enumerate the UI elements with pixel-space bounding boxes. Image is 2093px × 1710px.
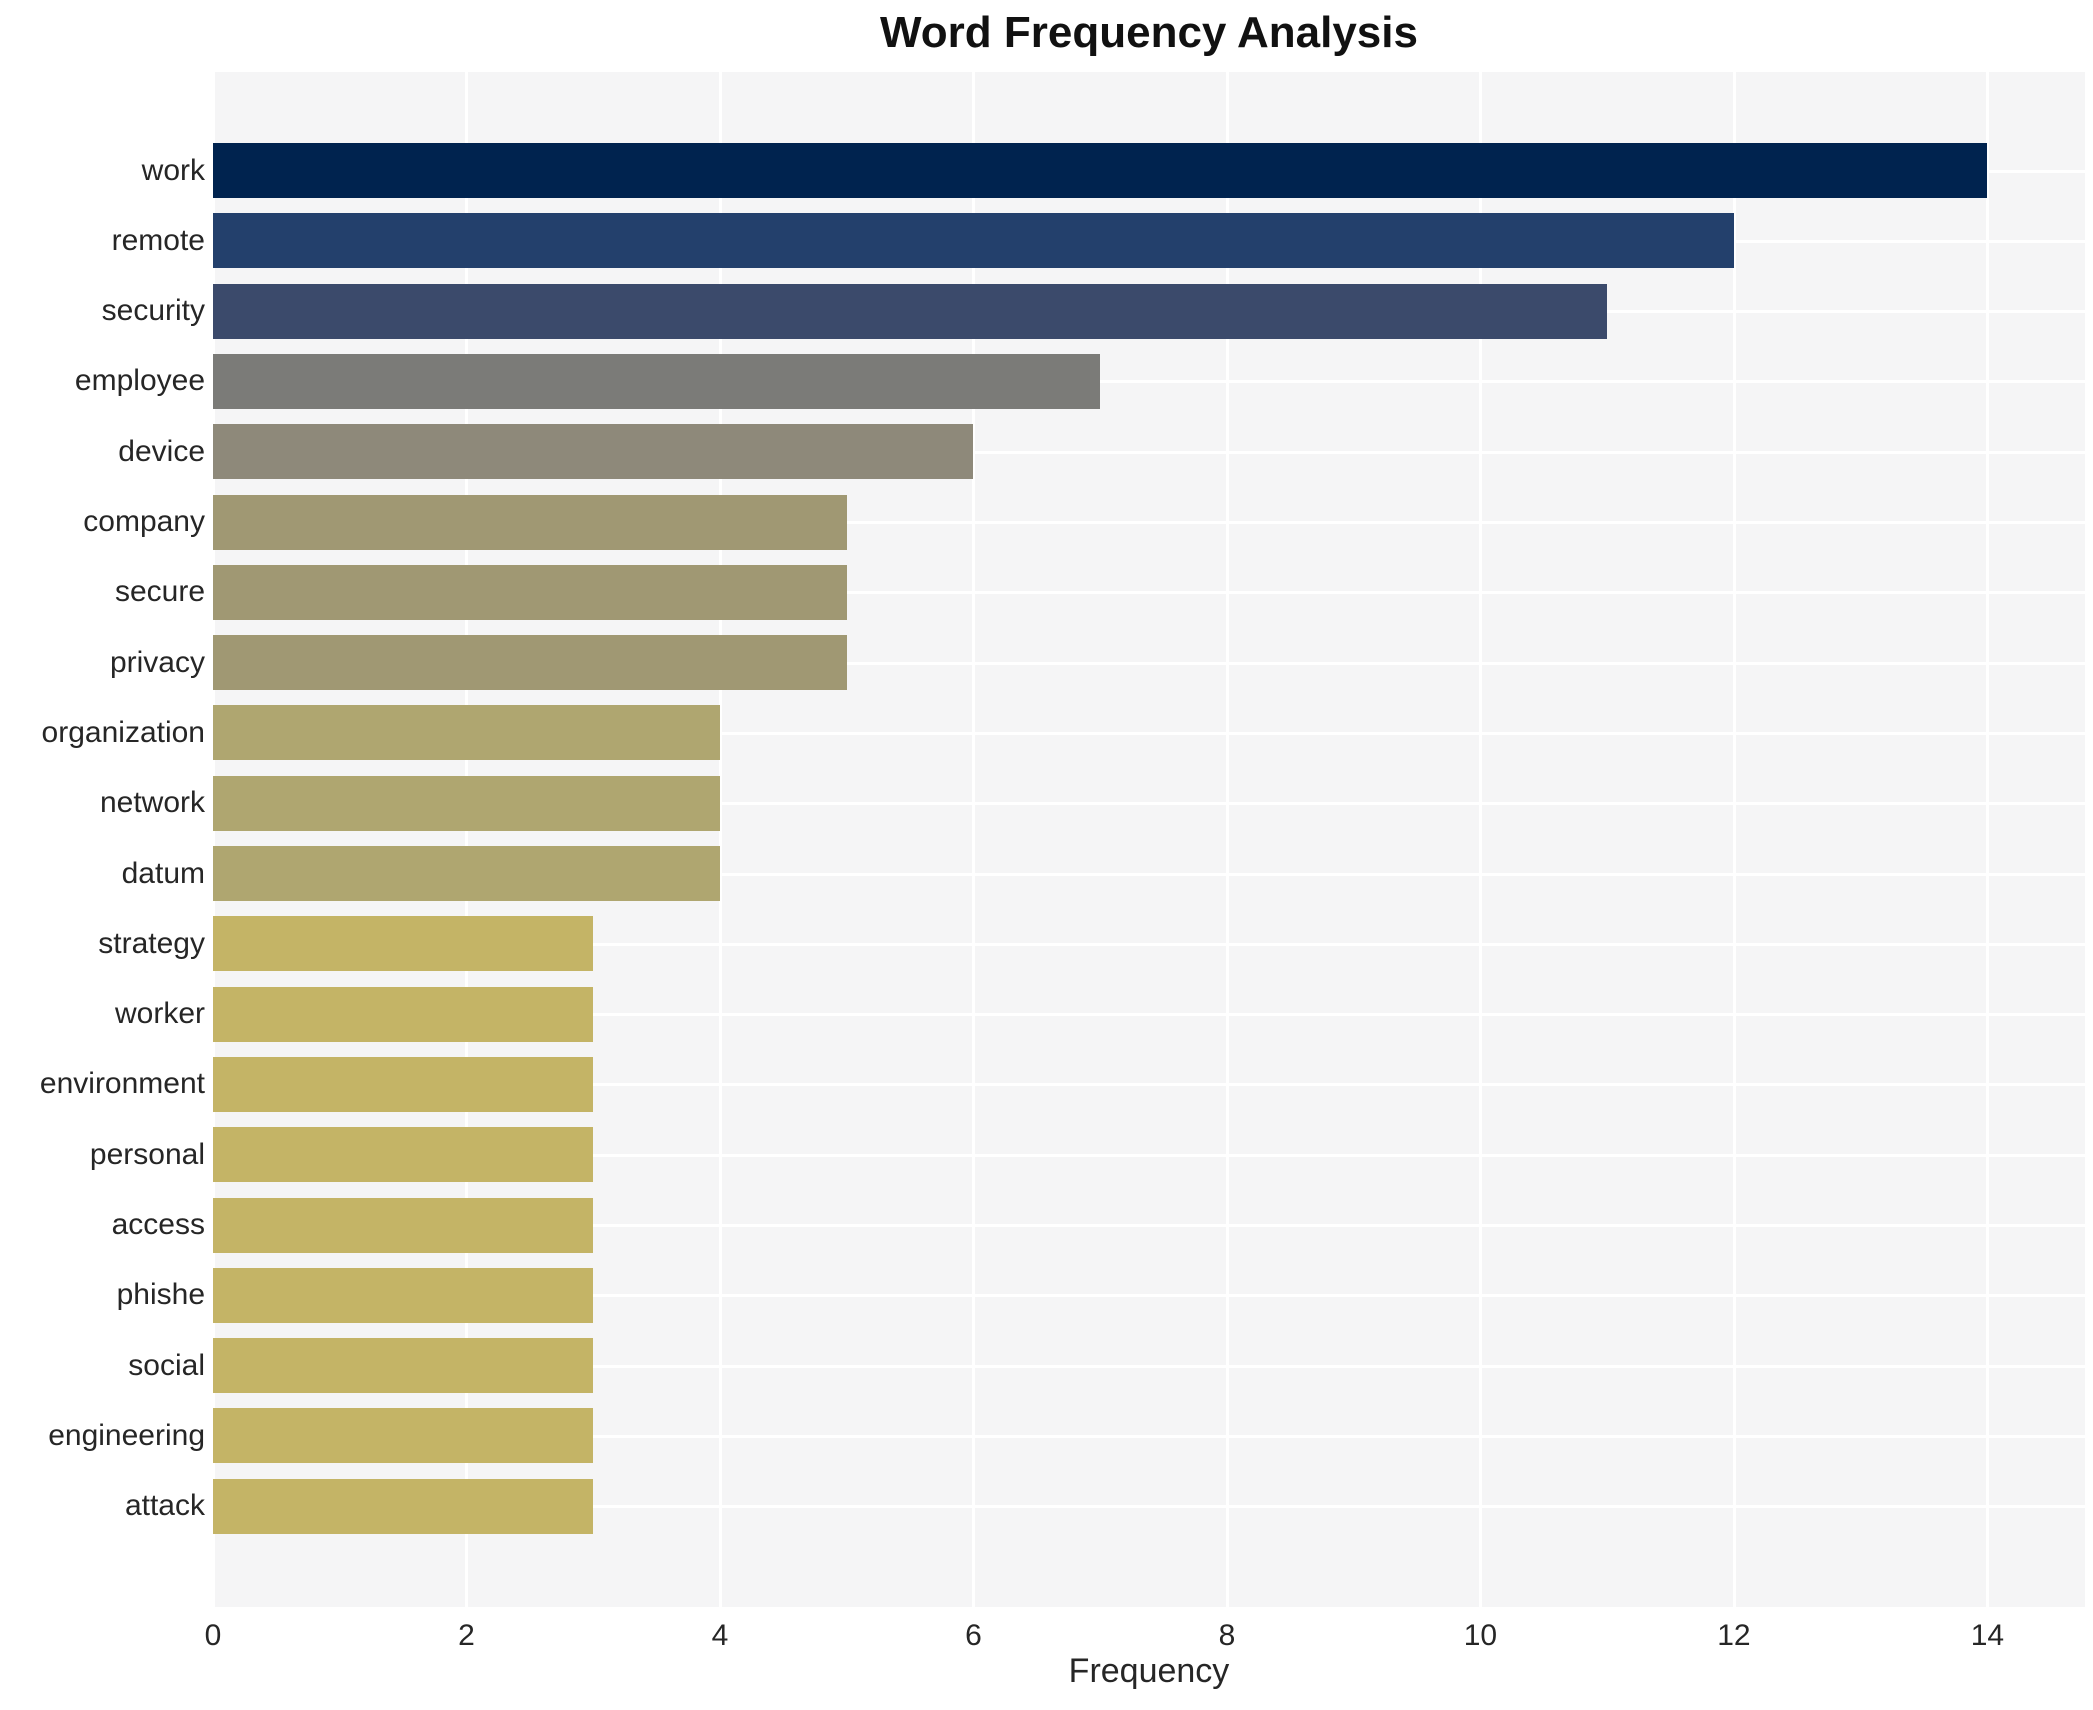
- bar-engineering: [213, 1408, 594, 1464]
- gridline-horizontal: [213, 1224, 2085, 1227]
- y-tick-label: security: [101, 294, 205, 328]
- y-tick-label: organization: [41, 715, 205, 749]
- bar-strategy: [213, 916, 594, 972]
- gridline-vertical: [1225, 72, 1229, 1607]
- bar-employee: [213, 353, 1101, 409]
- bar-phishe: [213, 1267, 594, 1323]
- gridline-horizontal: [213, 1153, 2085, 1157]
- y-tick-label: company: [83, 505, 205, 538]
- plot-area: [212, 72, 2085, 1607]
- y-tick-label: privacy: [109, 645, 205, 679]
- bar-organization: [213, 705, 720, 761]
- y-tick-label: network: [99, 786, 205, 820]
- gridline-vertical: [972, 72, 976, 1607]
- gridline-horizontal: [213, 1434, 2085, 1438]
- y-tick-label: personal: [89, 1137, 205, 1171]
- gridline-horizontal: [213, 872, 2085, 876]
- bar-privacy: [213, 635, 847, 691]
- chart-title: Word Frequency Analysis: [880, 8, 1418, 57]
- bar-remote: [213, 213, 1734, 269]
- x-tick-label: 12: [1717, 1619, 1751, 1652]
- gridline-horizontal: [213, 1294, 2085, 1298]
- gridline-horizontal: [213, 1013, 2085, 1017]
- y-tick-label: worker: [114, 997, 205, 1031]
- y-axis: work remote security employee device company s…: [0, 72, 205, 1607]
- gridline-horizontal: [213, 380, 2085, 384]
- x-tick-label: 4: [711, 1619, 729, 1652]
- gridline-vertical: [1986, 72, 1990, 1607]
- gridline-horizontal: [213, 1505, 2085, 1509]
- bar-network: [213, 775, 720, 831]
- gridline-vertical: [1732, 72, 1736, 1607]
- bar-social: [213, 1338, 594, 1394]
- y-tick-label: secure: [114, 575, 205, 609]
- y-tick-label: phishe: [116, 1278, 205, 1312]
- bar-secure: [213, 564, 847, 620]
- y-tick-label: device: [118, 434, 205, 468]
- x-tick-label: 6: [965, 1619, 982, 1652]
- gridline-horizontal: [213, 1364, 2085, 1368]
- y-tick-label: remote: [111, 223, 205, 257]
- gridline-vertical: [1479, 72, 1483, 1607]
- bar-attack: [213, 1478, 594, 1534]
- y-tick-label: social: [128, 1348, 205, 1382]
- bar-worker: [213, 986, 594, 1042]
- y-tick-label: strategy: [98, 926, 205, 960]
- y-tick-label: datum: [121, 856, 205, 890]
- x-axis: 0 2 4 6 8 10 12 14: [0, 1607, 2093, 1667]
- y-tick-label: environment: [39, 1067, 205, 1101]
- gridline-horizontal: [213, 1083, 2085, 1087]
- gridline-horizontal: [213, 591, 2085, 595]
- gridline-horizontal: [213, 450, 2085, 454]
- y-tick-label: employee: [74, 364, 205, 398]
- y-tick-label: access: [111, 1208, 205, 1241]
- bar-environment: [213, 1056, 594, 1112]
- gridline-vertical: [718, 72, 722, 1607]
- bar-device: [213, 424, 974, 480]
- x-tick-label: 10: [1463, 1619, 1498, 1652]
- gridline-vertical: [465, 72, 469, 1607]
- x-tick-label: 14: [1970, 1619, 2005, 1652]
- x-axis-label: Frequency: [1068, 1652, 1230, 1690]
- gridline-horizontal: [213, 802, 2085, 806]
- y-tick-label: attack: [124, 1489, 205, 1523]
- bar-work: [213, 143, 1988, 198]
- gridline-vertical: [212, 72, 215, 1607]
- y-tick-label: work: [141, 153, 205, 187]
- gridline-horizontal: [213, 942, 2085, 946]
- bar-datum: [213, 846, 720, 901]
- y-tick-label: engineering: [48, 1418, 205, 1452]
- x-tick-label: 8: [1218, 1619, 1236, 1652]
- gridline-horizontal: [213, 521, 2085, 524]
- gridline-horizontal: [213, 661, 2085, 665]
- bar-personal: [213, 1127, 594, 1183]
- bar-access: [213, 1197, 594, 1253]
- x-tick-label: 0: [204, 1619, 222, 1652]
- bar-company: [213, 494, 847, 550]
- x-tick-label: 2: [458, 1619, 475, 1652]
- gridline-horizontal: [213, 731, 2085, 735]
- bar-security: [213, 283, 1608, 339]
